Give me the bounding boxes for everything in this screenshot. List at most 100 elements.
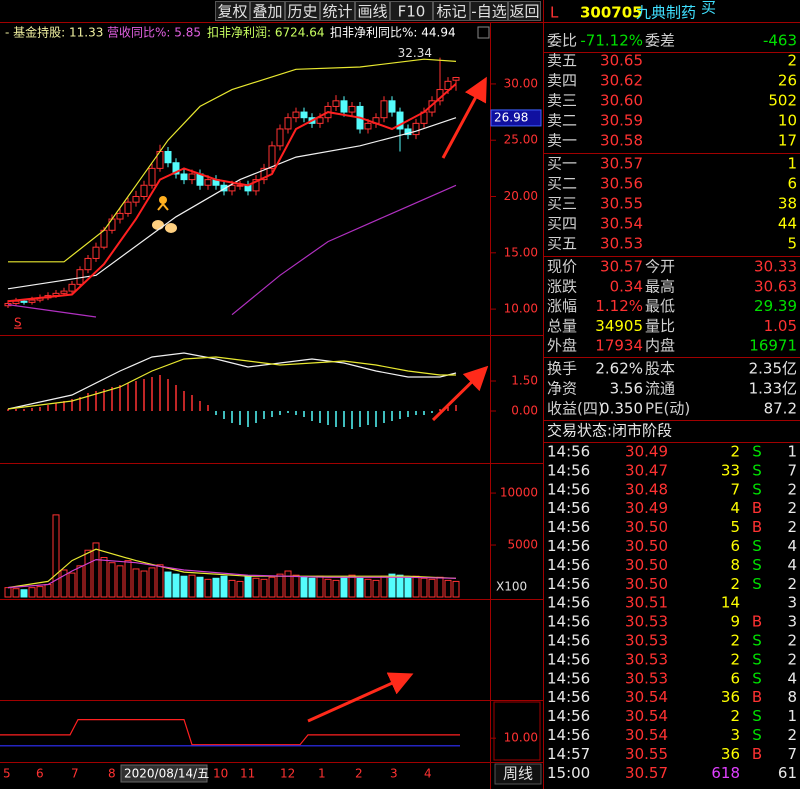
volume-bar — [420, 577, 428, 598]
x-tick-label: 6 — [36, 767, 44, 781]
stat-label: 量比 — [645, 317, 675, 335]
candle-body — [204, 179, 212, 186]
x-tick-label: 10 — [213, 767, 228, 781]
x-tick-label: 1 — [318, 767, 326, 781]
level-label: 买五 — [547, 235, 577, 253]
button-bg — [320, 1, 355, 21]
stat-value: 34905 — [595, 317, 643, 335]
trade-volume: 4 — [730, 499, 740, 517]
volume-bar — [36, 586, 44, 598]
stock-name: 九典制药 — [636, 4, 696, 22]
candle-body — [100, 229, 108, 248]
stat-value: 30.57 — [600, 258, 643, 276]
candle-body — [300, 111, 308, 119]
trade-price: 30.50 — [625, 575, 668, 593]
candle-body — [228, 184, 236, 192]
volume-bar — [236, 580, 244, 598]
x-tick-label: 7 — [71, 767, 79, 781]
volume-bar — [388, 573, 396, 598]
trade-price: 30.55 — [625, 745, 668, 763]
stat-value: 0.34 — [610, 277, 643, 295]
toolbar-button[interactable]: 画线 — [355, 1, 390, 21]
period-button[interactable]: 周线 — [503, 765, 533, 783]
indicator-axis-box — [493, 701, 541, 761]
candle-body — [380, 100, 388, 119]
toolbar-button[interactable]: F10 — [390, 1, 433, 21]
candle-body — [292, 111, 300, 119]
volume-bar — [316, 575, 324, 598]
trade-volume: 6 — [730, 537, 740, 555]
stock-code: 300705 — [580, 4, 643, 22]
toolbar-button[interactable]: 复权 — [215, 1, 250, 21]
candle-body — [180, 173, 188, 181]
candle-body — [140, 184, 148, 198]
candle-body — [332, 100, 340, 107]
cursor-value: 26.98 — [494, 110, 528, 124]
button-bg — [250, 1, 285, 21]
fund-value: 1.33亿 — [749, 380, 797, 398]
trade-time: 14:56 — [547, 480, 590, 498]
label: 委比 — [547, 32, 577, 50]
button-label: 复权 — [217, 3, 247, 21]
stat-label: 内盘 — [645, 337, 675, 355]
x-tick-label: 5 — [3, 767, 11, 781]
trade-flag: S — [752, 537, 762, 555]
volume-bar — [212, 577, 220, 598]
stat-value: 30.33 — [754, 258, 797, 276]
candle-body — [260, 167, 268, 181]
volume-bar — [84, 549, 92, 598]
trade-volume: 8 — [730, 556, 740, 574]
indicator-value: 扣非净利同比%: 44.94 — [330, 26, 456, 40]
level-volume: 44 — [778, 215, 797, 233]
toolbar-button[interactable]: 标记 — [433, 1, 470, 21]
toolbar-button[interactable]: -自选 — [470, 1, 508, 21]
level-label: 买二 — [547, 175, 577, 193]
fund-label: PE(动) — [645, 400, 690, 418]
candle-body — [20, 300, 28, 303]
trade-time: 14:56 — [547, 594, 590, 612]
fund-label: 流通 — [645, 380, 675, 398]
trade-time: 14:56 — [547, 537, 590, 555]
checkbox[interactable] — [477, 26, 490, 39]
volume-bar — [204, 578, 212, 598]
trade-price: 30.53 — [625, 613, 668, 631]
indicator-line — [7, 352, 457, 410]
trade-price: 30.53 — [625, 650, 668, 668]
trade-flag: S — [752, 461, 762, 479]
level-volume: 2 — [787, 52, 797, 70]
level-label: 卖五 — [547, 52, 577, 70]
candle-body — [284, 117, 292, 130]
button-bg — [433, 1, 470, 21]
toolbar-button[interactable]: 返回 — [508, 1, 541, 21]
button-label: -自选 — [471, 3, 506, 21]
y-tick-label: 10000 — [500, 486, 538, 500]
volume-bar — [12, 588, 20, 598]
button-label: 返回 — [509, 3, 539, 21]
candle-body — [116, 212, 124, 220]
volume-bar — [284, 570, 292, 598]
volume-bar — [356, 577, 364, 598]
candle-body — [252, 179, 260, 192]
trade-price: 30.51 — [625, 594, 668, 612]
volume-bar — [132, 568, 140, 598]
toolbar-button[interactable]: 历史 — [285, 1, 320, 21]
trade-count: 4 — [787, 669, 797, 687]
candle-body — [172, 162, 180, 175]
level-volume: 5 — [787, 235, 797, 253]
volume-bar — [300, 576, 308, 598]
toolbar-button[interactable]: 统计 — [320, 1, 355, 21]
x-tick-label: 4 — [424, 767, 432, 781]
trade-flag: S — [752, 575, 762, 593]
level-volume: 17 — [778, 132, 797, 150]
period-button-bg[interactable] — [494, 763, 542, 785]
trade-volume: 2 — [730, 575, 740, 593]
toolbar-button[interactable]: 叠加 — [250, 1, 285, 21]
candle-body — [68, 283, 76, 292]
trade-count: 2 — [787, 499, 797, 517]
volume-bar — [116, 565, 124, 598]
level-price: 30.59 — [600, 112, 643, 130]
volume-bar — [428, 578, 436, 598]
fund-value: 87.2 — [764, 400, 797, 418]
unit-label: X100 — [496, 580, 527, 594]
annotation-arrows — [307, 76, 489, 723]
